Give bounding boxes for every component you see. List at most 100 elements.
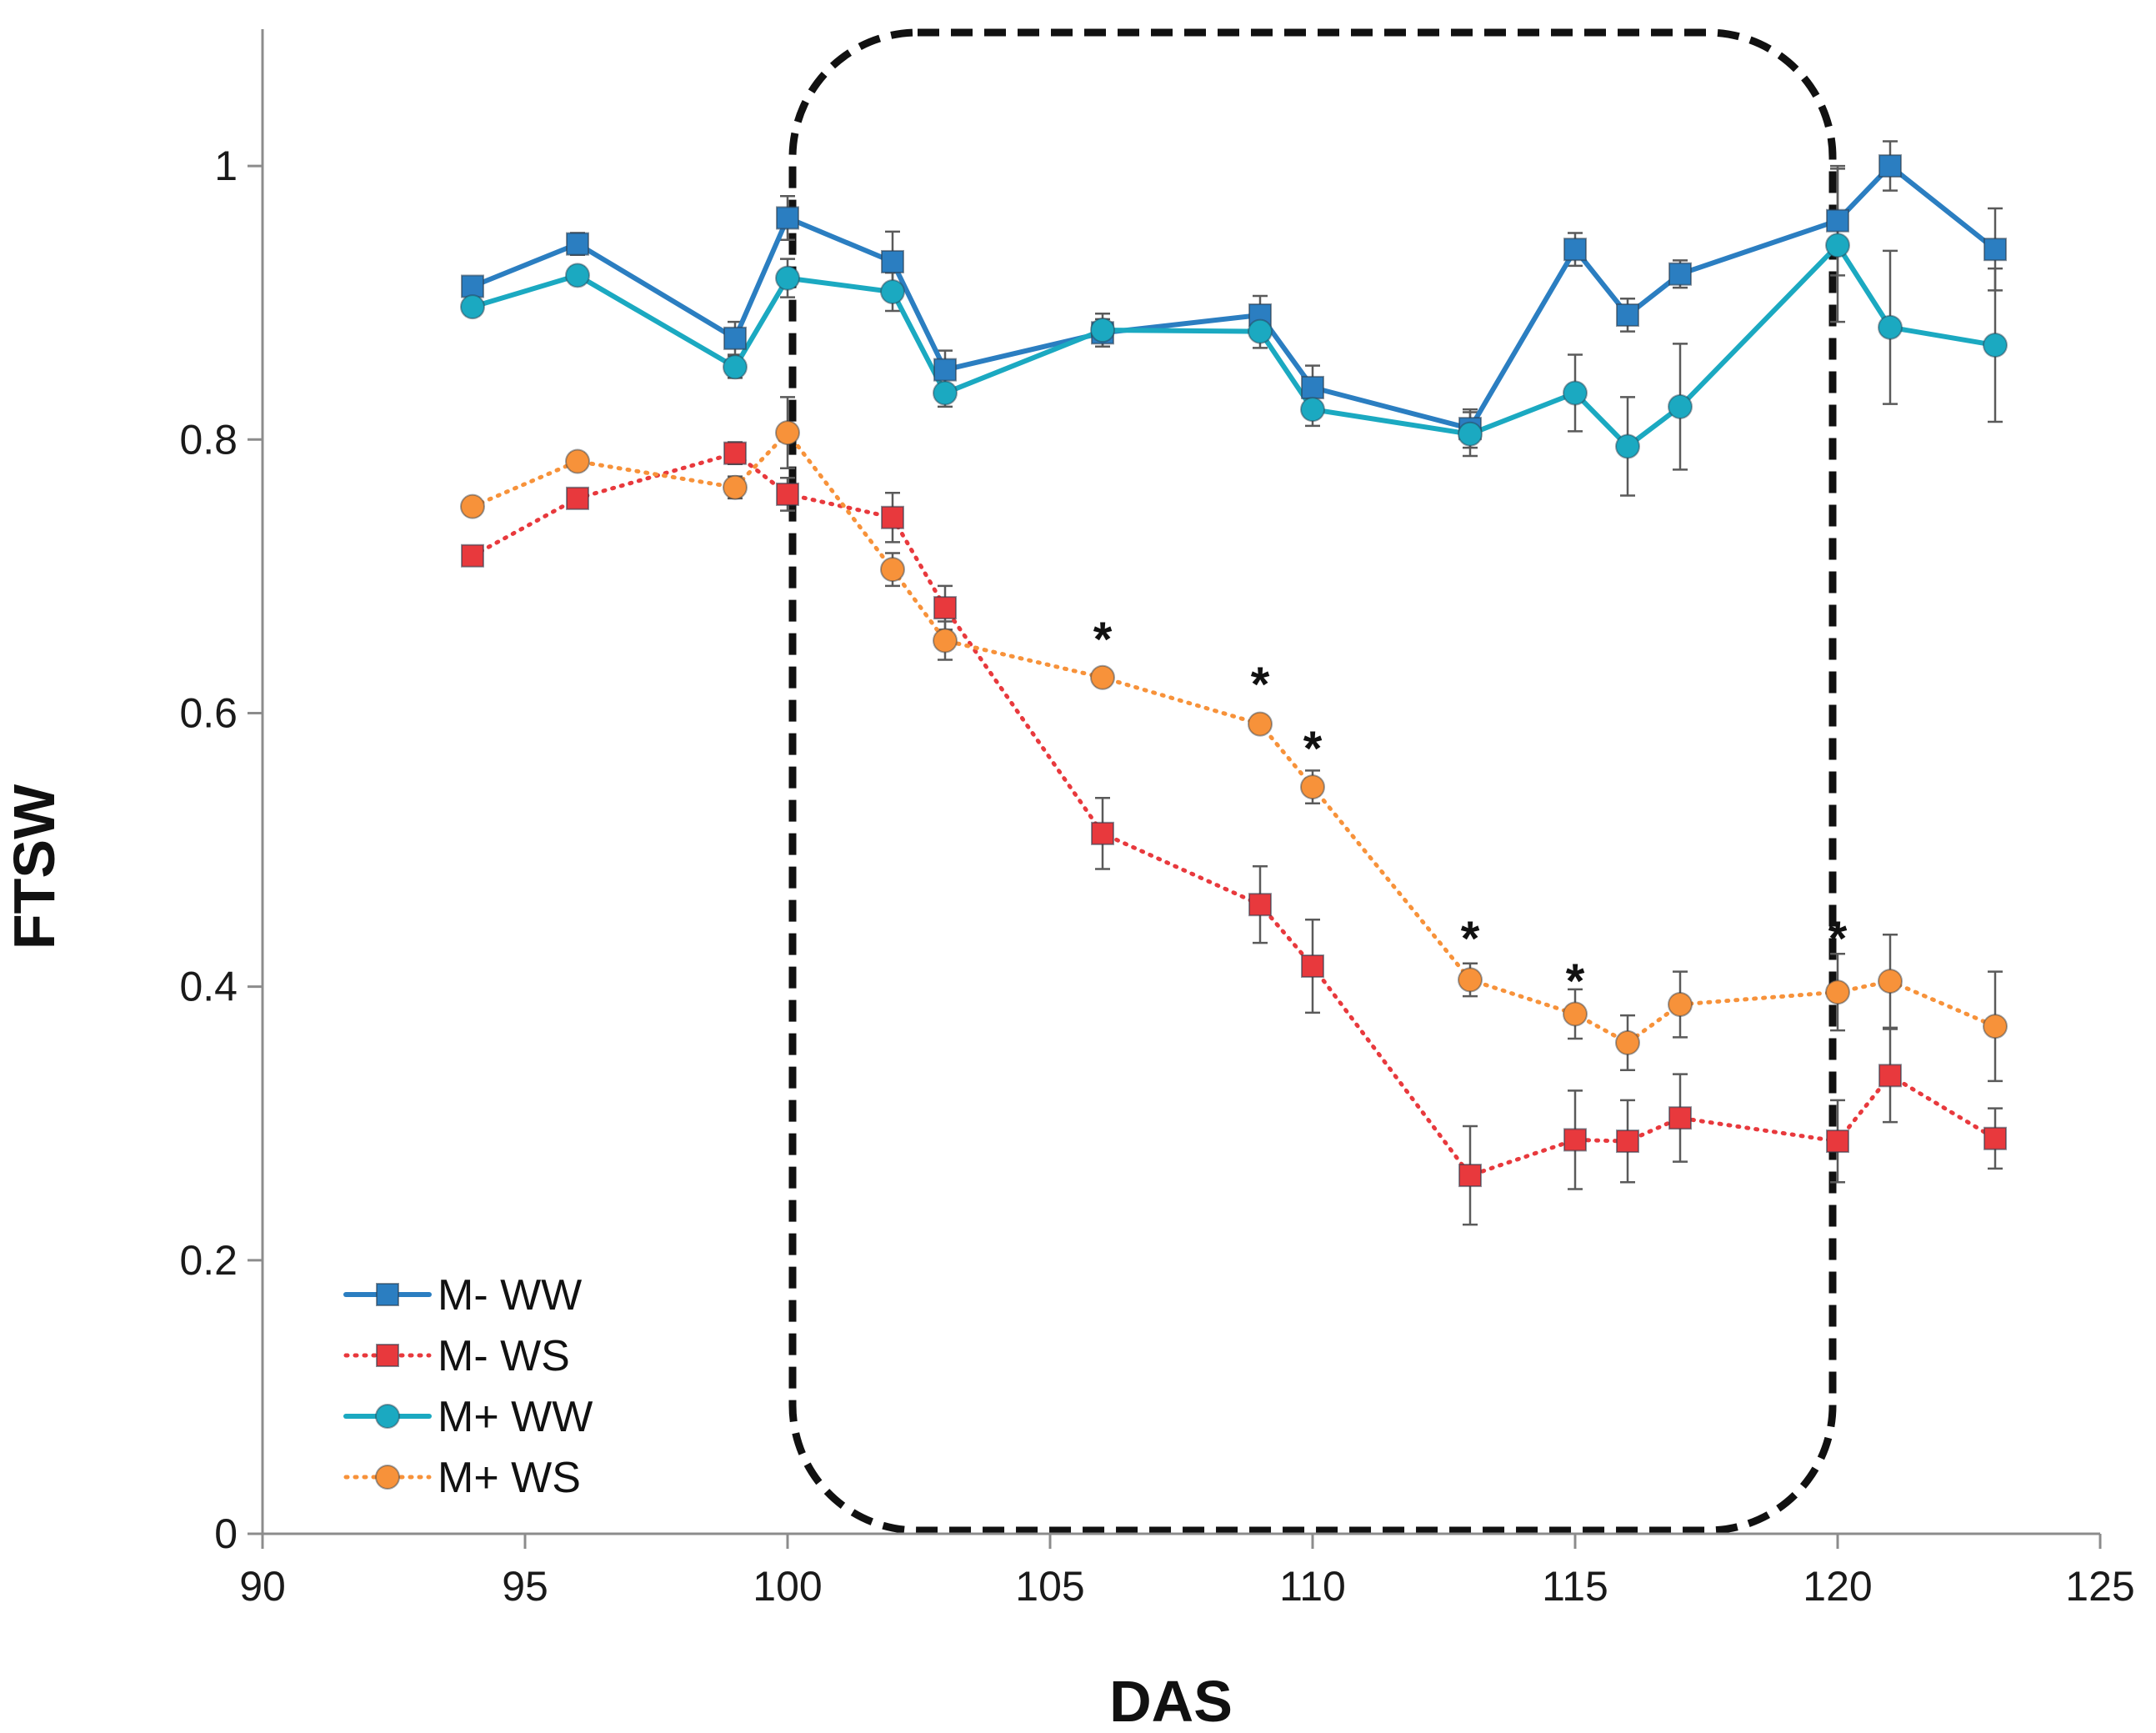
series-lines	[470, 163, 1998, 1178]
legend: M- WW M- WS M+ WW M+ WS	[343, 1271, 593, 1502]
x-tick-label: 90	[239, 1563, 286, 1610]
point-mplus-ws	[1825, 979, 1850, 1005]
point-mminus-ww	[1983, 238, 2007, 262]
point-mminus-ws	[1563, 1128, 1587, 1152]
point-mminus-ww	[933, 358, 957, 382]
point-mplus-ww	[1458, 421, 1483, 447]
point-mminus-ww	[776, 206, 799, 230]
point-mminus-ws	[461, 543, 484, 568]
point-mplus-ws	[460, 493, 485, 519]
point-mplus-ww	[565, 263, 590, 288]
point-mminus-ws	[723, 441, 747, 465]
error-bars	[465, 140, 2003, 1226]
point-mminus-ws	[933, 596, 957, 620]
significance-star: *	[1303, 722, 1323, 776]
legend-item-mminus-ws: M- WS	[343, 1332, 570, 1380]
point-mminus-ww	[1826, 208, 1849, 233]
highlight-region-box	[788, 28, 1837, 1535]
point-mminus-ws	[1878, 1064, 1902, 1088]
significance-annotations: * * * * * *	[1093, 613, 1848, 1009]
legend-label: M- WS	[438, 1332, 570, 1380]
point-mplus-ws	[1090, 664, 1115, 690]
point-mplus-ww	[1090, 318, 1115, 343]
legend-item-mplus-ww: M+ WW	[343, 1393, 593, 1441]
point-mplus-ws	[775, 420, 800, 446]
highlight-region-layer	[788, 28, 1837, 1535]
legend-marker-swatch	[376, 1283, 399, 1306]
point-mplus-ww	[1300, 397, 1325, 423]
point-mminus-ws	[1248, 893, 1272, 917]
point-mminus-ww	[566, 232, 589, 256]
axes	[248, 29, 2102, 1549]
point-mminus-ww	[881, 249, 904, 273]
point-mplus-ww	[1248, 318, 1273, 344]
point-mplus-ww	[1825, 233, 1850, 258]
point-mminus-ww	[1668, 262, 1692, 286]
legend-marker-swatch	[375, 1465, 400, 1490]
point-mplus-ww	[460, 294, 485, 320]
significance-star: *	[1093, 613, 1113, 667]
legend-marker-swatch	[375, 1404, 400, 1429]
point-mplus-ww	[880, 279, 905, 305]
point-mplus-ww	[723, 354, 748, 380]
point-mplus-ws	[723, 474, 748, 500]
x-tick-label: 105	[1015, 1563, 1084, 1610]
point-mplus-ww	[775, 265, 800, 291]
point-mplus-ws	[1983, 1014, 2008, 1039]
point-mminus-ww	[461, 274, 484, 298]
point-mplus-ws	[1300, 774, 1325, 800]
point-mplus-ws	[1615, 1029, 1640, 1055]
legend-marker-swatch	[376, 1344, 399, 1367]
point-mminus-ws	[1983, 1126, 2007, 1150]
series-line-mplus-ws	[470, 430, 1998, 1045]
x-axis-title: DAS	[1109, 1669, 1233, 1733]
point-mplus-ww	[1878, 314, 1903, 340]
point-mplus-ws	[1563, 1001, 1588, 1027]
point-mminus-ws	[566, 486, 589, 510]
point-mminus-ws	[1091, 821, 1114, 845]
point-mminus-ww	[1878, 154, 1902, 178]
significance-star: *	[1251, 658, 1270, 712]
point-mminus-ww	[1301, 375, 1324, 399]
y-tick-label: 0.6	[179, 689, 238, 736]
point-mplus-ws	[565, 448, 590, 474]
point-mminus-ws	[1668, 1106, 1692, 1130]
point-mplus-ww	[933, 380, 958, 406]
point-mplus-ws	[1458, 967, 1483, 993]
significance-star: *	[1461, 912, 1480, 966]
point-mminus-ww	[1563, 238, 1587, 262]
x-tick-label: 100	[753, 1563, 822, 1610]
point-mminus-ws	[881, 505, 904, 529]
x-tick-label: 115	[1542, 1563, 1608, 1610]
x-tick-label: 125	[2065, 1563, 2134, 1610]
y-tick-label: 0.8	[179, 416, 238, 463]
y-tick-label: 0.2	[179, 1237, 238, 1284]
series-line-mminus-ww	[470, 163, 1998, 432]
y-tick-label: 0.4	[179, 964, 238, 1010]
significance-star: *	[1828, 912, 1848, 966]
significance-star: *	[1566, 954, 1585, 1009]
series-line-mminus-ws	[470, 451, 1998, 1178]
point-mminus-ws	[1301, 954, 1324, 979]
y-tick-label: 1	[214, 143, 238, 189]
series-markers	[460, 154, 2008, 1188]
legend-item-mplus-ws: M+ WS	[343, 1454, 581, 1502]
x-tick-label: 110	[1279, 1563, 1346, 1610]
series-line-mplus-ww	[470, 243, 1998, 449]
legend-label: M+ WS	[438, 1454, 581, 1502]
point-mminus-ws	[1458, 1164, 1482, 1188]
point-mminus-ws	[776, 482, 799, 506]
x-tick-label: 120	[1803, 1563, 1872, 1610]
point-mplus-ws	[1668, 991, 1693, 1017]
point-mminus-ww	[723, 326, 747, 350]
point-mplus-ws	[880, 557, 905, 583]
point-mminus-ws	[1826, 1129, 1849, 1154]
legend-item-mminus-ww: M- WW	[343, 1271, 582, 1320]
point-mplus-ww	[1983, 333, 2008, 358]
point-mplus-ws	[1248, 711, 1273, 737]
y-tick-label: 0	[214, 1510, 238, 1557]
point-mplus-ws	[933, 628, 958, 654]
point-mplus-ws	[1878, 969, 1903, 994]
legend-label: M- WW	[438, 1271, 582, 1320]
